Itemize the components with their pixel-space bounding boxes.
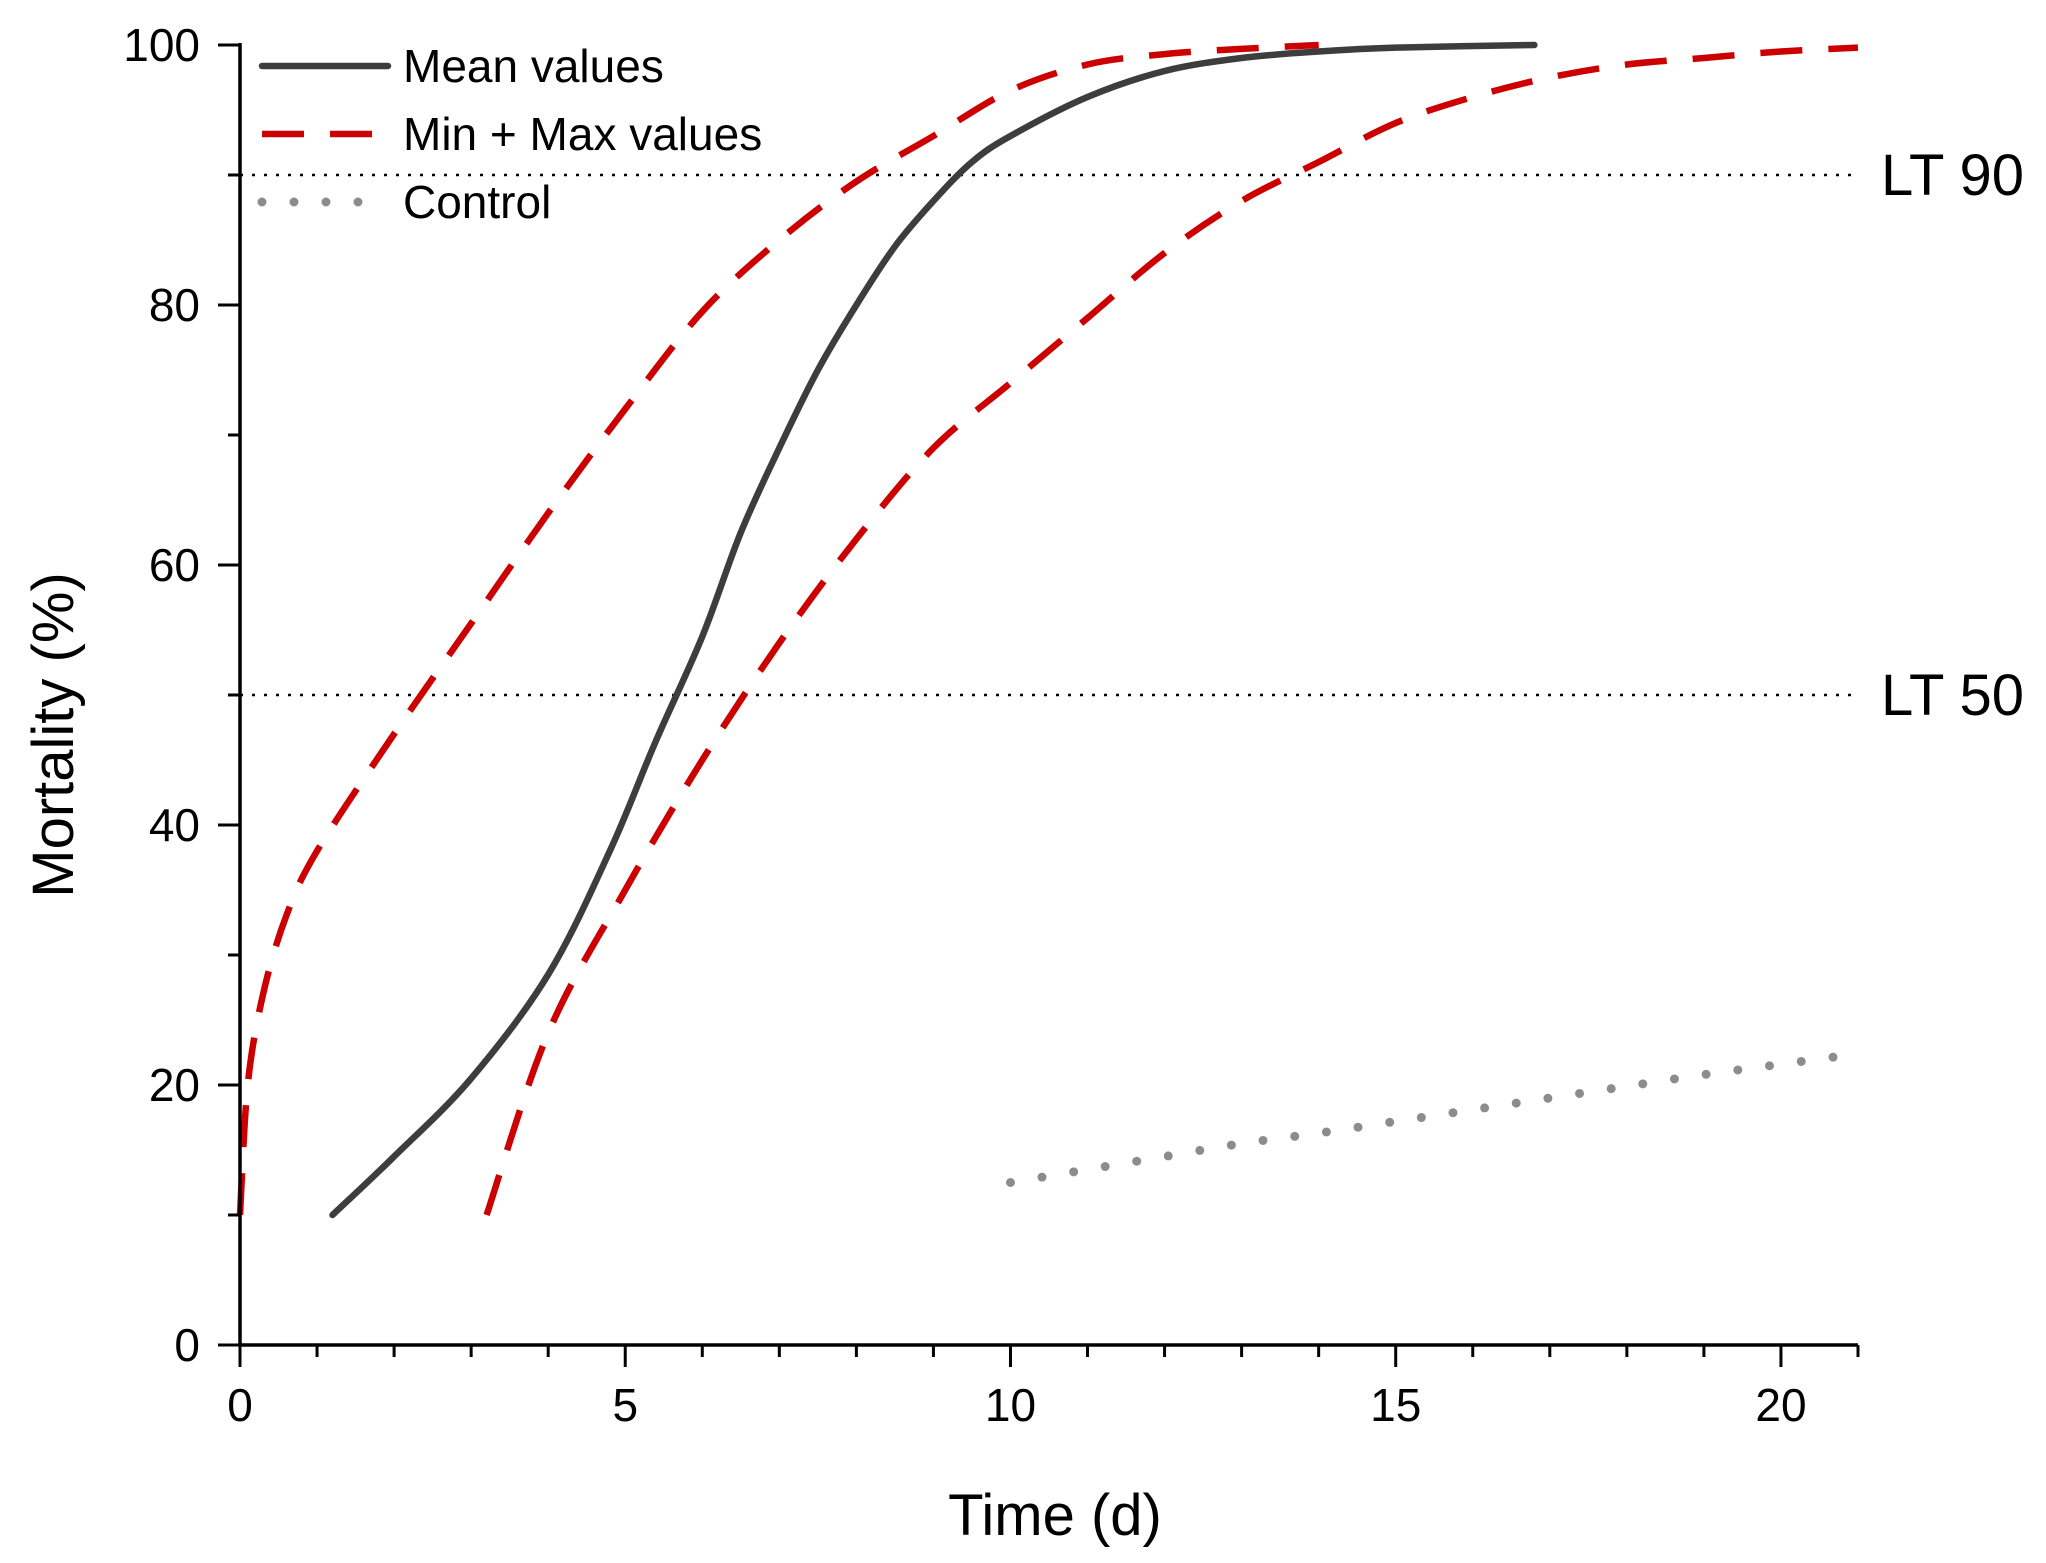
x-axis-title: Time (d)	[948, 1483, 1162, 1548]
x-tick-label-15: 15	[1370, 1379, 1421, 1431]
x-tick-label-10: 10	[985, 1379, 1036, 1431]
x-tick-label-5: 5	[612, 1379, 638, 1431]
series-line-mean	[329, 41, 1538, 1219]
series-line-minmax_low	[483, 44, 1859, 1217]
y-tick-label-100: 100	[123, 19, 200, 71]
y-tick-label-60: 60	[149, 539, 200, 591]
series-line-control	[1006, 1049, 1863, 1187]
y-tick-label-80: 80	[149, 279, 200, 331]
reference-label-lt50: LT 50	[1881, 663, 2024, 728]
legend-label-minmax: Min + Max values	[403, 108, 762, 160]
y-tick-label-0: 0	[174, 1319, 200, 1371]
series-line-minmax_high	[236, 41, 1319, 1216]
y-tick-label-20: 20	[149, 1059, 200, 1111]
y-tick-label-40: 40	[149, 799, 200, 851]
reference-label-lt90: LT 90	[1881, 143, 2024, 208]
reference-lines: LT 90 LT 50	[240, 143, 2024, 728]
axes: 0 20 40 60 80 100 0 5 10 15 20	[123, 19, 1860, 1431]
y-axis-title: Mortality (%)	[21, 572, 86, 897]
plot-series	[236, 41, 1863, 1219]
legend: Mean values Min + Max values Control	[257, 40, 762, 228]
x-tick-label-0: 0	[227, 1379, 253, 1431]
x-tick-label-20: 20	[1755, 1379, 1806, 1431]
legend-label-mean: Mean values	[403, 40, 664, 92]
legend-label-control: Control	[403, 176, 551, 228]
